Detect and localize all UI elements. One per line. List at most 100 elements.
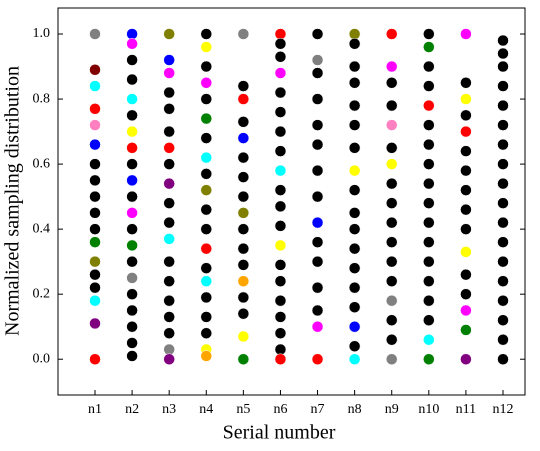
point	[163, 353, 175, 365]
x-tick-label: n3	[162, 402, 176, 417]
point	[237, 28, 250, 40]
point	[423, 197, 435, 209]
point	[460, 203, 472, 216]
point	[423, 314, 435, 326]
point	[423, 236, 435, 248]
x-tick-label: n2	[125, 402, 139, 417]
plot-frame	[57, 7, 526, 396]
point	[311, 28, 324, 40]
point	[237, 330, 250, 343]
point	[423, 275, 435, 287]
point	[274, 67, 287, 79]
point	[423, 28, 435, 40]
y-tick-label: 0.0	[33, 351, 51, 366]
point	[126, 38, 138, 50]
point	[200, 327, 213, 339]
point	[126, 54, 138, 66]
point	[385, 99, 398, 112]
point	[126, 158, 138, 170]
point	[274, 220, 287, 232]
y-tick-label: 0.6	[33, 156, 51, 171]
point	[348, 119, 361, 131]
point	[274, 239, 287, 252]
point	[385, 275, 398, 287]
point	[274, 125, 287, 138]
point	[497, 236, 509, 248]
point	[311, 164, 324, 177]
x-tick-label: n11	[456, 402, 476, 417]
point	[89, 268, 101, 281]
point	[311, 93, 324, 105]
point	[126, 190, 138, 203]
point	[163, 275, 175, 287]
point	[89, 138, 101, 151]
point	[274, 164, 287, 177]
x-tick-label: n10	[418, 402, 439, 417]
point	[200, 132, 213, 144]
point	[274, 353, 287, 365]
point	[423, 294, 435, 307]
point	[163, 86, 175, 99]
point	[200, 262, 213, 274]
point	[163, 197, 175, 209]
x-tick-label: n8	[348, 402, 362, 417]
point	[126, 272, 138, 284]
point	[200, 168, 213, 180]
point	[497, 119, 509, 131]
point	[311, 190, 324, 203]
point	[163, 177, 175, 190]
point	[163, 311, 175, 323]
point	[89, 64, 101, 76]
point	[348, 28, 361, 40]
point	[274, 38, 287, 50]
point	[126, 28, 138, 40]
point	[423, 216, 435, 229]
point	[274, 259, 287, 271]
point	[274, 343, 287, 356]
point	[348, 320, 361, 333]
point	[497, 255, 509, 268]
point	[89, 223, 101, 235]
point	[348, 77, 361, 89]
point	[348, 60, 361, 73]
point	[385, 294, 398, 307]
point	[126, 337, 138, 349]
point	[348, 340, 361, 352]
point	[423, 41, 435, 53]
point	[460, 145, 472, 157]
point	[126, 320, 138, 333]
point	[126, 288, 138, 300]
point	[460, 223, 472, 235]
point	[200, 77, 213, 89]
point	[274, 145, 287, 157]
point	[126, 142, 138, 154]
point	[348, 184, 361, 196]
point	[274, 275, 287, 287]
point	[200, 28, 213, 40]
x-axis-label: Serial number	[223, 422, 336, 444]
point	[126, 223, 138, 235]
point	[163, 327, 175, 339]
point	[460, 304, 472, 317]
point	[89, 294, 101, 307]
point	[497, 99, 509, 112]
point	[274, 311, 287, 323]
point	[311, 216, 324, 229]
point	[311, 255, 324, 268]
point	[497, 275, 509, 287]
point	[460, 184, 472, 196]
point	[163, 67, 175, 79]
point	[460, 125, 472, 138]
point	[423, 333, 435, 346]
point	[497, 197, 509, 209]
point	[163, 343, 175, 356]
point	[126, 109, 138, 122]
point	[200, 41, 213, 53]
point	[126, 350, 138, 362]
point	[348, 164, 361, 177]
point	[497, 294, 509, 307]
y-tick-label: 0.4	[33, 221, 51, 236]
point	[423, 177, 435, 190]
point	[460, 93, 472, 105]
point	[385, 197, 398, 209]
